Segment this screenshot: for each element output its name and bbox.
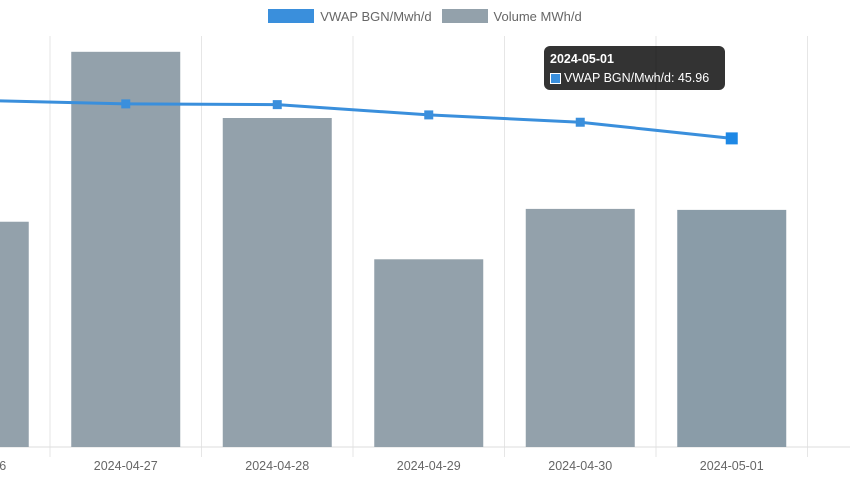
bar-2024-04-26 — [0, 221, 29, 447]
vwap-point-2024-04-30 — [575, 117, 585, 127]
bar-2024-04-29 — [374, 259, 484, 447]
chart-legend: VWAP BGN/Mwh/d Volume MWh/d — [0, 6, 850, 26]
x-tick-label: 2024-05-01 — [700, 459, 764, 473]
vwap-point-2024-05-01 — [725, 132, 738, 145]
x-tick-label: 2024-04-27 — [94, 459, 158, 473]
tooltip-swatch — [550, 72, 561, 84]
x-tick-label: 2024-04-30 — [548, 459, 612, 473]
x-tick-label: 2024-04-26 — [0, 459, 6, 473]
tooltip-row: VWAP BGN/Mwh/d: 45.96 — [550, 69, 719, 87]
vwap-point-2024-04-27 — [121, 99, 131, 109]
tooltip-title: 2024-05-01 — [550, 52, 614, 66]
vwap-point-2024-04-29 — [424, 110, 434, 120]
tooltip-label: VWAP BGN/Mwh/d: 45.96 — [564, 71, 710, 85]
x-tick-label: 2024-04-28 — [245, 459, 309, 473]
legend-item-vwap[interactable]: VWAP BGN/Mwh/d — [268, 8, 432, 24]
bar-2024-04-27 — [71, 51, 181, 448]
chart-tooltip: 2024-05-01 VWAP BGN/Mwh/d: 45.96 — [544, 46, 725, 90]
legend-swatch-vwap — [268, 9, 315, 23]
vwap-line — [0, 99, 732, 140]
legend-item-volume[interactable]: Volume MWh/d — [441, 8, 582, 24]
legend-label-vwap: VWAP BGN/Mwh/d — [320, 8, 432, 24]
legend-swatch-volume — [441, 9, 488, 23]
legend-label-volume: Volume MWh/d — [493, 8, 582, 24]
x-tick-label: 2024-04-29 — [397, 459, 461, 473]
bar-2024-05-01 — [677, 209, 787, 447]
vwap-point-2024-04-28 — [272, 100, 282, 110]
bar-2024-04-30 — [525, 208, 635, 447]
bar-2024-04-28 — [222, 118, 332, 447]
